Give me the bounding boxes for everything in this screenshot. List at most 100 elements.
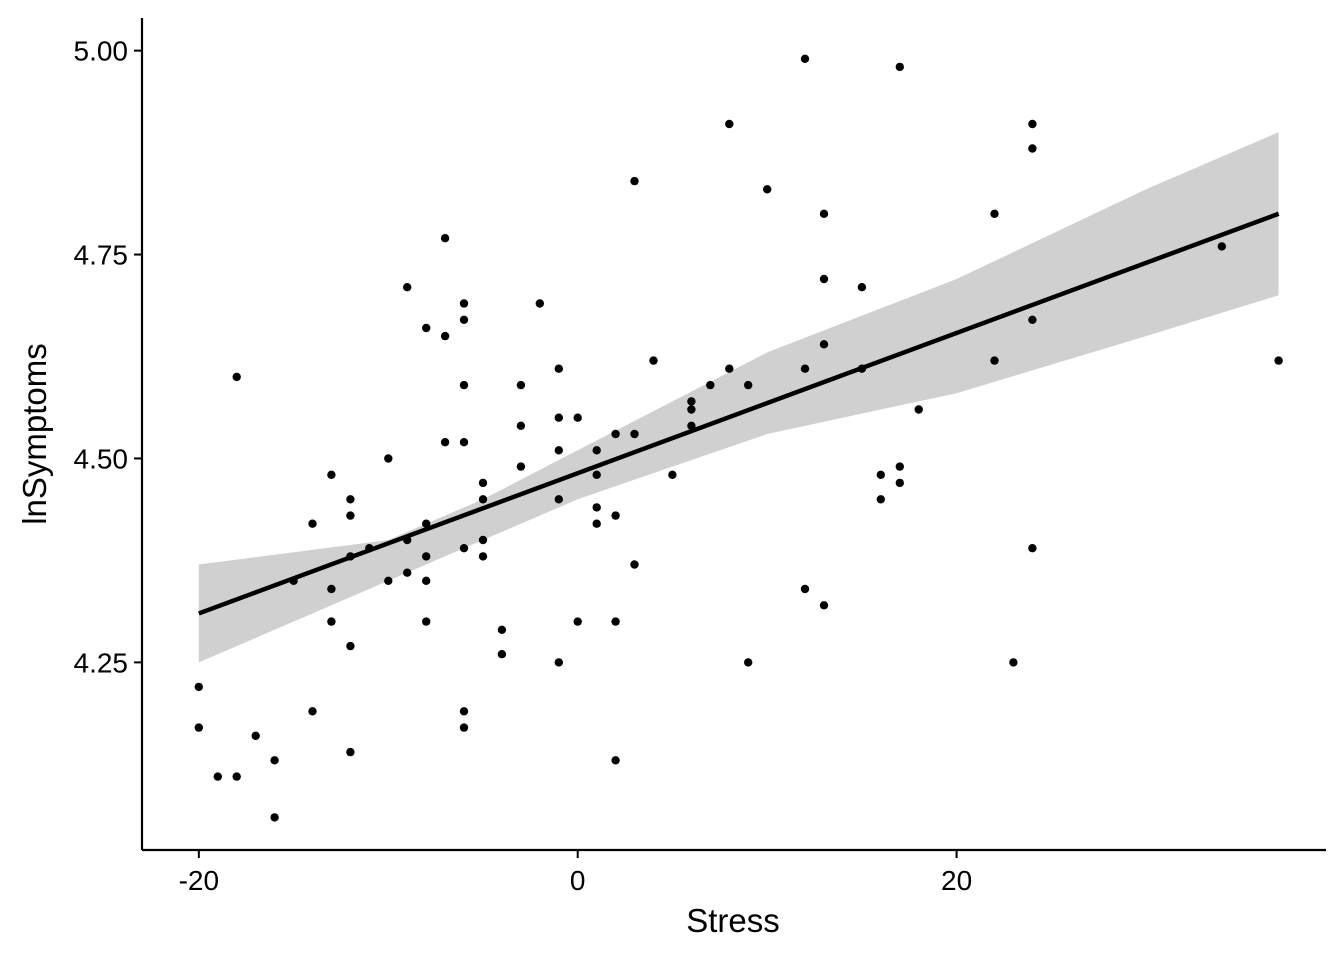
x-axis-ticks: -20 0 20 bbox=[179, 850, 972, 896]
data-point bbox=[346, 511, 355, 520]
data-point bbox=[232, 772, 241, 781]
data-point bbox=[384, 454, 393, 463]
confidence-band bbox=[198, 132, 1279, 663]
data-point bbox=[346, 747, 355, 757]
data-point bbox=[459, 544, 469, 553]
y-tick-label: 4.75 bbox=[74, 240, 129, 271]
data-point bbox=[592, 519, 601, 528]
data-point bbox=[478, 478, 488, 488]
y-tick-label: 4.50 bbox=[74, 443, 129, 474]
data-point bbox=[422, 519, 431, 528]
data-point bbox=[895, 478, 904, 488]
data-point bbox=[1028, 119, 1037, 129]
data-point bbox=[422, 552, 431, 561]
data-point bbox=[592, 470, 601, 479]
data-point bbox=[1217, 242, 1227, 251]
data-point bbox=[990, 209, 999, 218]
data-point bbox=[876, 470, 885, 479]
fit-line-layer bbox=[198, 211, 1280, 616]
data-point bbox=[422, 323, 431, 333]
data-point bbox=[459, 299, 469, 308]
data-point bbox=[327, 584, 336, 594]
data-point bbox=[630, 429, 639, 439]
data-point bbox=[308, 707, 317, 716]
data-point bbox=[308, 519, 317, 528]
data-point bbox=[516, 380, 526, 390]
data-point bbox=[819, 340, 829, 349]
data-point bbox=[440, 331, 450, 341]
data-point bbox=[611, 756, 620, 765]
y-tick-label: 5.00 bbox=[74, 36, 129, 67]
data-point bbox=[819, 601, 829, 610]
data-point bbox=[1028, 144, 1037, 153]
regression-line bbox=[198, 211, 1280, 616]
data-point bbox=[478, 552, 488, 561]
data-point bbox=[194, 682, 203, 692]
data-point bbox=[687, 397, 696, 406]
x-tick-label: -20 bbox=[179, 865, 219, 896]
data-point bbox=[800, 54, 810, 63]
data-point bbox=[213, 772, 222, 781]
data-point bbox=[440, 438, 450, 447]
data-point bbox=[440, 234, 450, 243]
confidence-band-layer bbox=[198, 132, 1279, 663]
data-point bbox=[725, 364, 734, 373]
data-point bbox=[573, 413, 582, 422]
data-point bbox=[630, 176, 639, 186]
data-point bbox=[516, 421, 526, 430]
data-point bbox=[1028, 544, 1037, 553]
data-point bbox=[725, 119, 734, 129]
data-point bbox=[478, 495, 488, 504]
data-point bbox=[327, 617, 336, 626]
data-point bbox=[270, 756, 279, 765]
data-point bbox=[706, 380, 715, 390]
data-point bbox=[459, 438, 469, 447]
data-point bbox=[497, 625, 507, 634]
x-axis-title: Stress bbox=[686, 902, 780, 939]
data-point bbox=[384, 576, 393, 585]
data-point bbox=[535, 299, 544, 308]
data-point bbox=[346, 641, 355, 651]
x-tick-label: 0 bbox=[570, 865, 586, 896]
data-point bbox=[1009, 658, 1018, 667]
data-point bbox=[194, 723, 203, 732]
data-point bbox=[403, 568, 412, 577]
data-point bbox=[554, 413, 563, 422]
data-point bbox=[478, 535, 488, 545]
data-point bbox=[554, 495, 563, 504]
data-point bbox=[895, 462, 904, 471]
data-point bbox=[459, 707, 469, 716]
data-point bbox=[251, 731, 260, 740]
data-point bbox=[573, 617, 582, 626]
data-point bbox=[1274, 356, 1283, 365]
data-point bbox=[744, 658, 753, 667]
data-point bbox=[800, 364, 810, 373]
data-point bbox=[914, 405, 923, 414]
y-axis-title: lnSymptoms bbox=[16, 343, 53, 525]
data-point bbox=[459, 380, 469, 390]
y-tick-label: 4.25 bbox=[74, 647, 129, 678]
data-point bbox=[497, 650, 507, 659]
data-point bbox=[459, 315, 469, 324]
data-point bbox=[895, 62, 904, 72]
data-point bbox=[592, 503, 601, 512]
data-point bbox=[403, 283, 412, 292]
x-tick-label: 20 bbox=[941, 865, 972, 896]
data-point bbox=[422, 576, 431, 585]
data-point bbox=[232, 372, 241, 382]
data-point bbox=[554, 446, 563, 455]
data-point bbox=[649, 356, 658, 365]
data-points-layer bbox=[194, 54, 1283, 822]
data-point bbox=[554, 364, 563, 373]
data-point bbox=[611, 429, 620, 439]
data-point bbox=[744, 380, 753, 390]
data-point bbox=[819, 209, 829, 218]
data-point bbox=[422, 617, 431, 626]
data-point bbox=[857, 283, 867, 292]
data-point bbox=[554, 658, 563, 667]
y-axis-ticks: 4.25 4.50 4.75 5.00 bbox=[74, 36, 142, 678]
data-point bbox=[1028, 315, 1037, 324]
data-point bbox=[876, 495, 885, 504]
data-point bbox=[630, 560, 639, 569]
